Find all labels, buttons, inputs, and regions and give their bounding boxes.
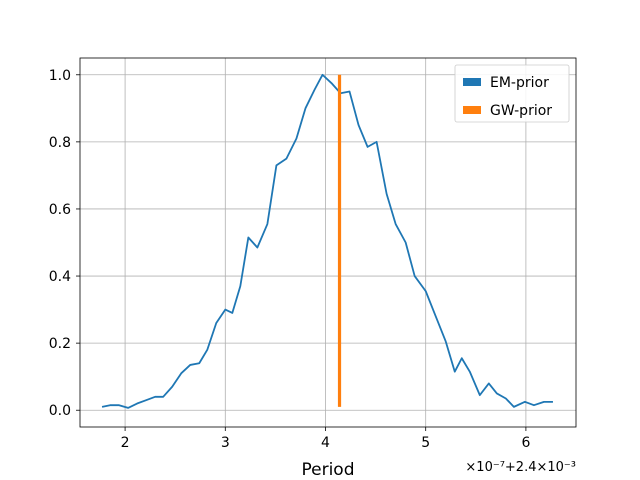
legend-label-em-prior: EM-prior [490, 75, 549, 91]
x-axis-offset-label: ×10⁻⁷+2.4×10⁻³ [465, 460, 576, 475]
x-tick-label: 4 [321, 435, 330, 451]
legend-swatch-em-prior [463, 78, 481, 86]
legend: EM-prior GW-prior [454, 64, 570, 123]
legend-label-gw-prior: GW-prior [490, 103, 552, 119]
series-layer [101, 73, 553, 409]
x-axis-label: Period [301, 460, 354, 480]
y-tick-label: 0.8 [49, 135, 71, 151]
y-tick-label: 0.2 [49, 336, 71, 352]
plot-frame [79, 57, 577, 428]
legend-box [454, 64, 570, 123]
x-tick-label: 6 [521, 435, 530, 451]
y-tick-label: 0.6 [49, 202, 71, 218]
x-tick-label: 5 [421, 435, 430, 451]
ticks: 2 3 4 5 6 0.0 0.2 0.4 0.6 0.8 1.0 [49, 68, 531, 451]
x-tick-label: 3 [221, 435, 230, 451]
series-line-em-prior [101, 73, 553, 409]
x-tick-label: 2 [121, 435, 130, 451]
legend-swatch-gw-prior [463, 106, 481, 114]
y-tick-label: 0.4 [49, 269, 71, 285]
y-tick-label: 0.0 [49, 403, 71, 419]
y-tick-label: 1.0 [49, 68, 71, 84]
